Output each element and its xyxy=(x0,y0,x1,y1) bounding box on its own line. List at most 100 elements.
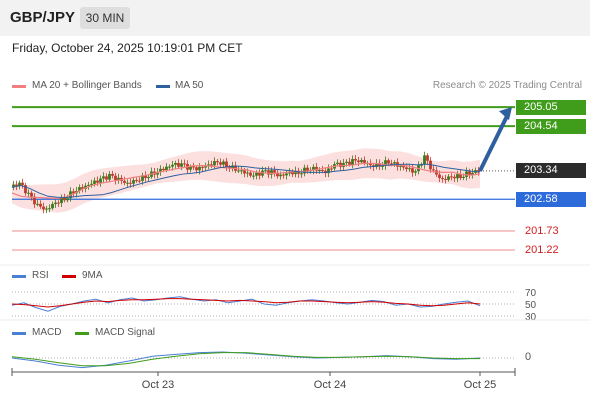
candle-body xyxy=(468,171,471,175)
candle-body xyxy=(450,176,453,178)
candle-body xyxy=(222,161,225,165)
candle-body xyxy=(459,174,462,179)
ma50-line xyxy=(11,163,481,198)
candle-body xyxy=(177,162,180,167)
candle-body xyxy=(465,171,468,177)
candle-body xyxy=(162,168,165,171)
rsi-level-label: 30 xyxy=(525,312,537,323)
candle-body xyxy=(381,165,384,167)
candle-body xyxy=(405,167,408,170)
candle-body xyxy=(201,166,204,168)
candle-body xyxy=(144,175,147,179)
candle-body xyxy=(348,161,351,165)
macd-signal-line xyxy=(11,352,480,367)
candle-body xyxy=(27,192,30,194)
candle-body xyxy=(432,169,435,171)
candle-body xyxy=(426,155,429,161)
candle-body xyxy=(99,178,102,183)
candle-body xyxy=(357,160,360,163)
candle-body xyxy=(375,163,378,167)
rsi-ma-swatch xyxy=(62,275,76,278)
candle-body xyxy=(330,168,333,170)
candle-body xyxy=(108,173,111,180)
candle-body xyxy=(195,167,198,171)
candle-body xyxy=(399,165,402,167)
candle-body xyxy=(339,162,342,168)
candle-body xyxy=(318,170,321,172)
candle-body xyxy=(42,206,45,210)
x-tick-label: Oct 24 xyxy=(314,379,346,391)
ma20-legend: MA 20 + Bollinger Bands xyxy=(32,80,142,91)
candle-body xyxy=(447,176,450,180)
candle-body xyxy=(345,161,348,163)
candle-body xyxy=(12,184,15,188)
candle-body xyxy=(93,180,96,184)
candle-body xyxy=(192,166,195,168)
candle-body xyxy=(174,162,177,165)
candle-body xyxy=(360,159,363,163)
candle-body xyxy=(294,170,297,175)
candle-body xyxy=(351,159,354,165)
candle-body xyxy=(270,170,273,175)
candle-body xyxy=(168,166,171,168)
price-tag-205.05: 205.05 xyxy=(516,99,586,115)
candle-body xyxy=(63,197,66,201)
candle-body xyxy=(390,163,393,165)
candle-body xyxy=(300,173,303,175)
candle-body xyxy=(291,172,294,175)
price-tag-201.73: 201.73 xyxy=(525,224,559,237)
timeframe-button[interactable]: 30 MIN xyxy=(80,7,130,29)
candle-body xyxy=(102,176,105,179)
candle-body xyxy=(90,183,93,185)
candle-body xyxy=(303,167,306,174)
candle-body xyxy=(246,172,249,174)
candle-body xyxy=(402,165,405,168)
candle-body xyxy=(111,173,114,176)
bollinger-band xyxy=(12,148,480,213)
candle-body xyxy=(363,159,366,164)
candle-body xyxy=(129,182,132,184)
price-tag-202.58: 202.58 xyxy=(516,191,586,207)
candle-body xyxy=(21,182,24,186)
rsi-ma-line xyxy=(11,298,481,308)
candle-body xyxy=(228,167,231,169)
candle-body xyxy=(267,170,270,175)
candle-body xyxy=(219,162,222,165)
candle-body xyxy=(78,187,81,191)
candle-body xyxy=(81,187,84,189)
price-tag-204.54: 204.54 xyxy=(516,118,586,134)
candle-body xyxy=(96,180,99,183)
candle-body xyxy=(288,172,291,174)
rsi-ma-legend: 9MA xyxy=(82,270,103,281)
chart-datetime: Friday, October 24, 2025 10:19:01 PM CET xyxy=(12,41,243,55)
candle-body xyxy=(423,155,426,165)
candle-body xyxy=(72,191,75,194)
ma50-swatch xyxy=(156,85,170,88)
candle-body xyxy=(441,178,444,180)
candle-body xyxy=(51,204,54,209)
macd-signal-swatch xyxy=(75,332,89,335)
x-tick-label: Oct 23 xyxy=(142,379,174,391)
candle-body xyxy=(252,175,255,177)
candle-body xyxy=(411,168,414,173)
candle-body xyxy=(282,174,285,176)
candle-body xyxy=(213,161,216,166)
candle-body xyxy=(45,208,48,210)
candle-body xyxy=(258,172,261,176)
candle-body xyxy=(189,166,192,170)
candle-body xyxy=(15,184,18,187)
candle-body xyxy=(210,164,213,166)
candle-body xyxy=(180,163,183,167)
candle-body xyxy=(183,163,186,165)
candle-body xyxy=(255,172,258,176)
symbol-label: GBP/JPY xyxy=(10,9,76,26)
candle-body xyxy=(24,185,27,194)
candle-body xyxy=(327,168,330,174)
candle-body xyxy=(33,196,36,205)
candle-body xyxy=(249,172,252,176)
candle-body xyxy=(315,166,318,171)
candle-body xyxy=(453,176,456,179)
candle-body xyxy=(378,163,381,167)
candle-body xyxy=(444,178,447,180)
candle-body xyxy=(321,170,324,172)
